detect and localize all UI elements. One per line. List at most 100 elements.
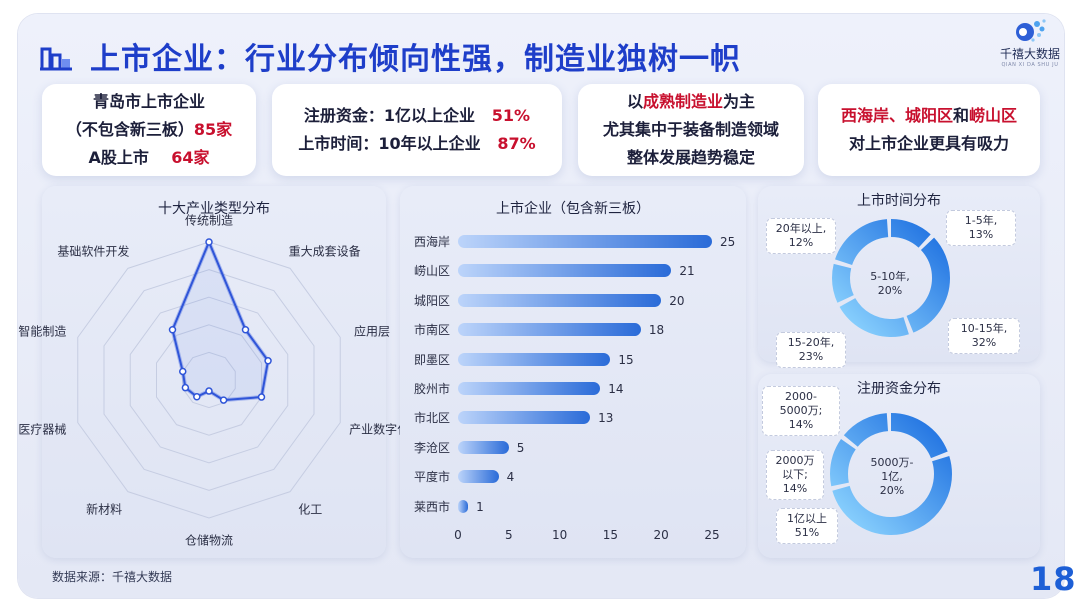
bar <box>458 293 662 307</box>
bar-value-label: 15 <box>618 352 634 367</box>
brand-name: 千禧大数据 <box>999 47 1060 61</box>
bar-row: 市北区 13 <box>400 408 746 428</box>
bar-value-label: 20 <box>669 293 685 308</box>
bar-row: 胶州市 14 <box>400 379 746 399</box>
radar-grid-ring <box>129 296 289 464</box>
bar-axis-tick: 5 <box>504 528 513 542</box>
listed-line1: 青岛市上市企业 <box>92 92 205 111</box>
capital-row2-value: 87% <box>497 134 536 153</box>
radar-axis-label: 产业数字化 <box>349 422 410 437</box>
radar-grid-ring <box>77 241 341 519</box>
radar-point <box>205 238 213 246</box>
capital-label-5000-1yi: 5000万- 1亿, 20% <box>870 456 914 497</box>
bar-category-label: 崂山区 <box>413 264 450 279</box>
bar <box>458 235 712 248</box>
bar-axis-tick: 0 <box>454 528 462 542</box>
summary-card-district: 西海岸、城阳区和崂山区 对上市企业更具有吸力 <box>818 84 1040 176</box>
capital-donut-chart <box>830 413 952 535</box>
listed-a-share-value: 64家 <box>171 148 210 167</box>
building-chart-icon <box>40 47 72 71</box>
page-title: 上市企业：行业分布倾向性强，制造业独树一帜 <box>90 42 741 77</box>
radar-point <box>179 367 187 376</box>
bar-value-label: 21 <box>679 264 695 279</box>
capital-panel: 注册资金分布 2000- 5000万; 14% 2000万 以下; 14% 1亿… <box>758 374 1040 558</box>
radar-axis-label: 传统制造 <box>184 213 234 228</box>
radar-grid-ring <box>156 324 262 436</box>
radar-point <box>219 396 228 404</box>
bar-category-label: 即墨区 <box>413 352 450 367</box>
time-panel: 上市时间分布 20年以上, 12% 1-5年, 13% 10-15年, 32% … <box>758 186 1040 368</box>
bar-axis-tick: 15 <box>602 528 619 542</box>
page-number: 18 <box>1030 560 1077 598</box>
radar-point <box>168 326 177 334</box>
radar-axis-label: 智能制造 <box>18 324 67 339</box>
bar-axis-tick: 20 <box>653 528 669 542</box>
industry-line2: 尤其集中于装备制造领域 <box>602 120 779 139</box>
summary-card-capital: 注册资金：1亿以上企业 51% 上市时间：10年以上企业 87% <box>272 84 562 176</box>
bar-row: 市南区 18 <box>400 320 746 340</box>
bar-value-label: 18 <box>648 323 665 338</box>
donut-slice <box>832 219 950 337</box>
bar-axis-tick: 25 <box>704 528 720 542</box>
industry-line3: 整体发展趋势稳定 <box>626 148 755 167</box>
radar-grid-ring <box>182 351 236 409</box>
capital-row2-label: 上市时间：10年以上企业 <box>298 134 481 153</box>
bar-category-label: 市南区 <box>413 323 450 338</box>
bar-row: 城阳区 20 <box>400 291 746 311</box>
donut-slice <box>832 219 950 337</box>
bar-category-label: 西海岸 <box>413 235 450 249</box>
donut-slice <box>832 219 950 337</box>
district-2: 城阳区 <box>904 106 953 125</box>
radar-title: 十大产业类型分布 <box>158 201 270 217</box>
bar-row: 西海岸 25 <box>400 232 746 252</box>
listed-line2: （不包含新三板）85家 <box>66 116 232 144</box>
radar-axis-label: 化工 <box>298 502 323 517</box>
bar-value-label: 14 <box>608 382 624 396</box>
donut-slice <box>830 413 952 535</box>
radar-point <box>181 383 190 392</box>
bar-category-label: 城阳区 <box>413 293 450 308</box>
bar <box>458 499 469 513</box>
bar <box>458 264 672 278</box>
bar-row: 崂山区 21 <box>400 261 746 281</box>
bar <box>458 411 591 425</box>
time-label-10-15: 10-15年, 32% <box>948 318 1020 354</box>
capital-title: 注册资金分布 <box>857 381 941 397</box>
donut-slice <box>830 413 952 535</box>
listed-line2-label: （不包含新三板） <box>65 120 194 139</box>
bar <box>458 382 601 395</box>
bar <box>458 440 509 454</box>
radar-point <box>193 392 201 401</box>
bar <box>458 352 611 366</box>
bar-panel: 上市企业（包含新三板） 西海岸 25 崂山区 21 城阳区 20 市南区 18 即墨区 15 胶州市… <box>400 186 746 558</box>
summary-card-listed: 青岛市上市企业 （不包含新三板）85家 A股上市 64家 <box>42 84 256 176</box>
brand-dots-icon <box>1016 19 1046 42</box>
bar-value-label: 1 <box>476 499 484 514</box>
summary-card-industry: 以成熟制造业为主 尤其集中于装备制造领域 整体发展趋势稳定 <box>578 84 804 176</box>
bar <box>458 323 641 337</box>
bar-value-label: 25 <box>720 235 736 249</box>
capital-label-below-2000: 2000万 以下; 14% <box>766 450 824 500</box>
district-1: 西海岸 <box>840 106 889 125</box>
bar-title: 上市企业（包含新三板） <box>496 201 650 217</box>
listed-line3-label: A股上市 <box>88 148 149 167</box>
district-line1: 西海岸、城阳区和崂山区 <box>841 102 1017 130</box>
brand-logo: 千禧大数据 QIAN XI DA SHU JU <box>990 18 1070 72</box>
industry-line1: 以成熟制造业为主 <box>627 88 755 116</box>
title-row: 上市企业：行业分布倾向性强，制造业独树一帜 <box>40 28 741 84</box>
capital-row1-label: 注册资金：1亿以上企业 <box>303 106 476 125</box>
district-line2: 对上市企业更具有吸力 <box>848 134 1009 153</box>
capital-row1: 注册资金：1亿以上企业 51% <box>304 102 530 130</box>
bar-category-label: 莱西市 <box>413 499 450 514</box>
listed-total-value: 85家 <box>193 120 233 139</box>
bar-axis-tick: 10 <box>551 528 568 542</box>
bar-category-label: 胶州市 <box>413 382 450 396</box>
radar-point <box>205 387 213 395</box>
time-label-1-5: 1-5年, 13% <box>946 210 1016 246</box>
time-label-5-10: 5-10年, 20% <box>870 270 910 297</box>
industry-highlight: 成熟制造业 <box>642 92 723 111</box>
radar-point <box>257 393 266 401</box>
bar-value-label: 4 <box>506 470 515 485</box>
bar-row: 即墨区 15 <box>400 350 746 370</box>
brand-name-en: QIAN XI DA SHU JU <box>1001 62 1059 68</box>
